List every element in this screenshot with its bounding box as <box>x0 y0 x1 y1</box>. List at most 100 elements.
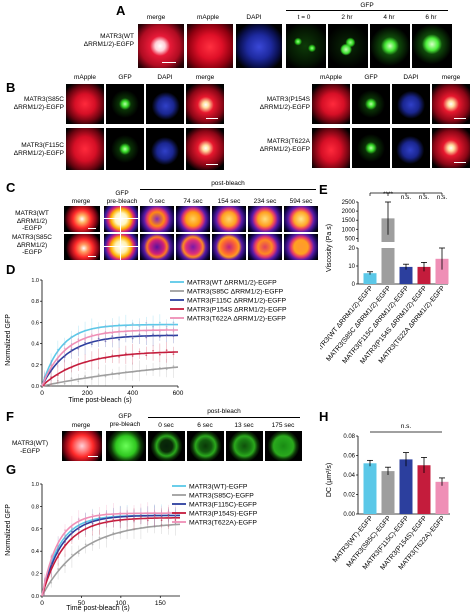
col-dapi-label: DAPI <box>246 14 262 21</box>
f-wt-t0 <box>148 431 185 461</box>
b-p154s-merge <box>432 84 470 124</box>
image-merge <box>138 24 184 68</box>
b-row-label-t622a: MATR3(T622A ΔRRM1/2)-EGFP <box>246 138 310 153</box>
b-row-label-p154s-line2: ΔRRM1/2)-EGFP <box>259 103 310 111</box>
f-row-label-wt-line2: -EGFP <box>20 447 40 455</box>
x-tick-label: 0 <box>40 600 44 607</box>
c-time-3: 234 sec <box>253 198 277 205</box>
panel-label-h: H <box>319 409 329 424</box>
f-wt-merge <box>62 431 102 461</box>
b-f115c-mapple <box>66 128 104 170</box>
data-point <box>97 373 100 376</box>
y-tick-label: 1500 <box>342 218 356 224</box>
data-point <box>126 516 128 519</box>
y-tick-label: 10 <box>348 264 355 270</box>
f-col-gfp-pre-line2: pre-bleach <box>109 420 141 428</box>
b-row-label-s85c: MATR3(S85C ΔRRM1/2)-EGFP <box>0 96 64 111</box>
c-row-label-wt-line1: MATR3(WT <box>15 210 49 217</box>
data-point <box>124 325 127 328</box>
b-t622a-gfp <box>352 128 390 168</box>
x-tick-label: 100 <box>115 600 126 607</box>
data-point <box>118 356 120 358</box>
chart-g-xlabel: Time post-bleach (s) <box>66 605 130 612</box>
data-point <box>71 553 73 556</box>
x-tick-label: 200 <box>82 390 93 397</box>
b-s85c-gfp <box>106 84 144 124</box>
x-tick-label: 600 <box>173 390 184 397</box>
col-merge-label: merge <box>146 14 166 21</box>
data-point <box>146 519 149 522</box>
panel-label-d: D <box>6 262 16 277</box>
b-row-label-s85c-line2: ΔRRM1/2)-EGFP <box>13 103 64 111</box>
data-point <box>63 382 66 385</box>
bleach-line-v <box>120 234 121 260</box>
bleach-line-h <box>104 246 138 247</box>
b-p154s-mapple <box>312 84 350 124</box>
data-point <box>90 343 93 345</box>
data-point <box>131 355 134 357</box>
series-line <box>41 512 180 597</box>
chart-g: 0.0 0.2 0.4 0.6 0.8 1.0 0 50 100 150 MATR3(WT)-EGF… <box>5 482 258 612</box>
c-row-label-wt-line2: ΔRRM1/2) <box>16 217 48 225</box>
image-gfp-t0 <box>286 24 326 68</box>
c-wt-merge <box>64 206 100 232</box>
legend-entry: MATR3(S85C ΔRRM1/2)-EGFP <box>187 289 284 296</box>
data-point <box>105 519 108 522</box>
data-point <box>56 379 59 382</box>
data-point <box>91 522 94 525</box>
data-point <box>77 518 80 521</box>
scale-bar <box>88 455 98 457</box>
legend-entry: MATR3(F115C)-EGFP <box>189 502 257 509</box>
c-s85c-pre <box>104 234 138 260</box>
data-point <box>167 514 170 517</box>
gfp-header: GFP <box>360 2 374 9</box>
tp-2: 4 hr <box>383 14 395 21</box>
legend-entry: MATR3(F115C ΔRRM1/2)-EGFP <box>187 298 287 305</box>
y-tick-label: 0.2 <box>31 572 39 578</box>
c-s85c-t74 <box>176 234 210 260</box>
data-point <box>140 515 142 518</box>
c-row-label-s85c-line3: -EGFP <box>22 249 42 256</box>
data-point <box>145 336 148 339</box>
y-tick-label: 1.0 <box>31 482 39 488</box>
tp-0: t = 0 <box>297 14 311 21</box>
c-row-label-s85c: MATR3(S85C ΔRRM1/2) -EGFP <box>2 234 62 257</box>
f-wt-t175 <box>265 431 302 461</box>
series-line <box>41 523 181 597</box>
scale-bar <box>206 163 218 165</box>
data-point <box>84 341 86 344</box>
c-row-label-wt: MATR3(WT ΔRRM1/2) -EGFP <box>2 210 62 233</box>
image-gfp-2hr <box>328 24 368 68</box>
image-gfp-6hr <box>412 24 452 68</box>
b-row-label-t622a-line2: ΔRRM1/2)-EGFP <box>259 145 310 153</box>
y-tick-label: 1000 <box>342 227 356 233</box>
c-col-merge: merge <box>71 198 91 205</box>
data-point <box>84 339 86 341</box>
chart-e-plot: 500 1000 1500 2000 2500 0 10 20 MATR3(WT ΔRRM1/2… <box>320 191 449 366</box>
series-line <box>41 334 179 387</box>
bar <box>381 248 395 284</box>
panel-label-f: F <box>6 409 14 424</box>
chart-e: 500 1000 1500 2000 2500 0 10 20 MATR3(WT ΔRRM1/2… <box>320 191 449 366</box>
tp-3: 6 hr <box>425 14 437 21</box>
chart-h-ylabel: DC (μm²/s) <box>326 463 333 497</box>
data-point <box>145 354 148 357</box>
y-tick-label: 0.6 <box>31 527 39 533</box>
b-row-label-p154s-line1: MATR3(P154S <box>266 96 310 103</box>
c-wt-t0 <box>140 206 174 232</box>
scale-bar <box>206 117 218 119</box>
y-tick-label: 0 <box>352 282 356 288</box>
data-point <box>119 520 122 523</box>
data-point <box>133 519 135 522</box>
data-point <box>77 552 80 555</box>
f-wt-t6 <box>187 431 224 461</box>
b-row-label-t622a-line1: MATR3(T622A <box>267 138 310 145</box>
data-point <box>138 350 141 353</box>
bar <box>417 266 431 284</box>
data-point <box>70 346 73 349</box>
data-point <box>160 519 163 522</box>
b-row-label-f115c-line1: MATR3(F115C <box>21 142 64 149</box>
b-right-col-mapple: mApple <box>319 74 343 81</box>
chart-e-ylabel: Viscosity (Pa s) <box>326 224 333 272</box>
b-row-label-f115c: MATR3(F115C ΔRRM1/2)-EGFP <box>0 142 64 157</box>
